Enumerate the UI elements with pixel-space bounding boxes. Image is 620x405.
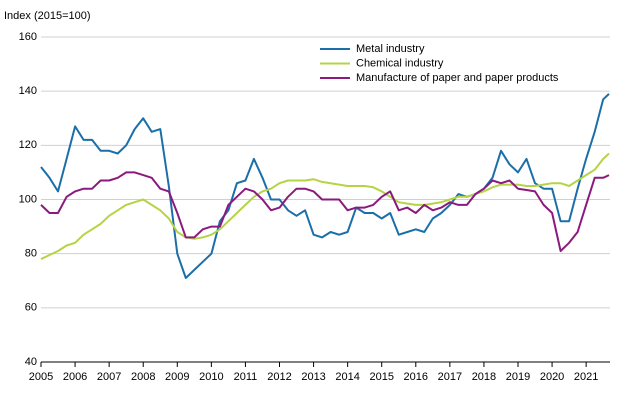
- x-tick-label: 2015: [369, 371, 393, 383]
- x-tick-label: 2017: [438, 371, 462, 383]
- line-series: [40, 171, 610, 252]
- y-tick-label: 120: [19, 139, 37, 151]
- x-tick-label: 2020: [540, 371, 564, 383]
- y-tick-label: 140: [19, 85, 37, 97]
- x-tick-label: 2018: [472, 371, 496, 383]
- x-tick-label: 2006: [63, 371, 87, 383]
- x-tick-label: 2007: [97, 371, 121, 383]
- x-tick-label: 2013: [301, 371, 325, 383]
- x-tick-label: 2021: [574, 371, 598, 383]
- x-tick-label: 2016: [404, 371, 428, 383]
- x-tick-label: 2010: [199, 371, 223, 383]
- x-tick-label: 2011: [234, 371, 258, 383]
- x-tick-label: 2008: [131, 371, 155, 383]
- chart-title: Index (2015=100): [4, 10, 91, 22]
- line-series: [40, 152, 610, 261]
- y-tick-label: 60: [25, 302, 37, 314]
- x-tick-label: 2019: [506, 371, 530, 383]
- line-series: [40, 93, 610, 279]
- legend-label: Metal industry: [356, 43, 425, 55]
- legend-label: Manufacture of paper and paper products: [356, 72, 559, 84]
- legend-label: Chemical industry: [356, 57, 444, 69]
- x-tick-label: 2012: [267, 371, 291, 383]
- x-tick-label: 2005: [29, 371, 53, 383]
- x-tick-label: 2014: [335, 371, 359, 383]
- y-tick-label: 80: [25, 248, 37, 260]
- y-tick-label: 100: [19, 193, 37, 205]
- x-tick-label: 2009: [165, 371, 189, 383]
- y-tick-label: 40: [25, 356, 37, 368]
- y-tick-label: 160: [19, 31, 37, 43]
